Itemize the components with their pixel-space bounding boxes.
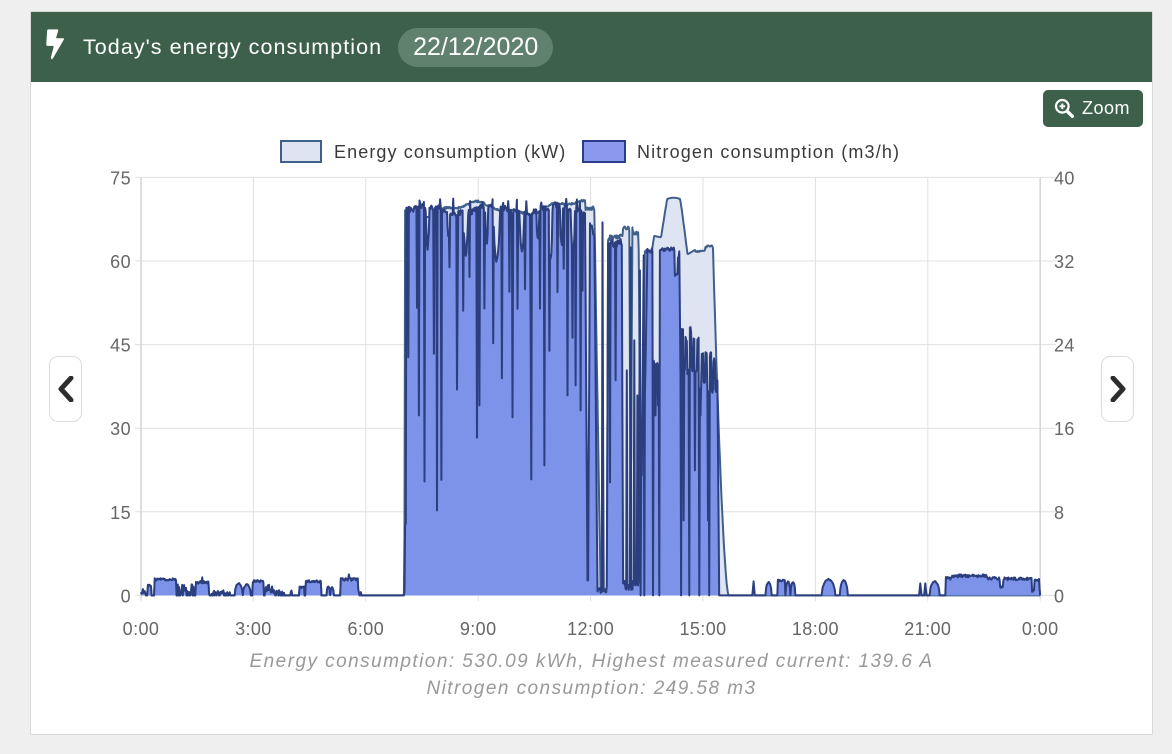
- svg-text:0:00: 0:00: [1022, 619, 1059, 639]
- svg-text:24: 24: [1054, 336, 1075, 356]
- svg-text:9:00: 9:00: [460, 619, 497, 639]
- svg-text:8: 8: [1054, 503, 1064, 523]
- svg-text:12:00: 12:00: [567, 619, 614, 639]
- svg-text:40: 40: [1054, 168, 1075, 188]
- svg-text:32: 32: [1054, 252, 1075, 272]
- svg-text:21:00: 21:00: [904, 619, 951, 639]
- svg-text:45: 45: [110, 336, 131, 356]
- svg-text:Energy consumption (kW): Energy consumption (kW): [334, 142, 566, 162]
- svg-text:60: 60: [110, 252, 131, 272]
- svg-text:0: 0: [1054, 586, 1064, 606]
- svg-text:16: 16: [1054, 419, 1075, 439]
- svg-text:30: 30: [110, 419, 131, 439]
- svg-text:0: 0: [121, 586, 131, 606]
- svg-text:3:00: 3:00: [235, 619, 272, 639]
- svg-text:15: 15: [110, 503, 131, 523]
- svg-text:0:00: 0:00: [123, 619, 160, 639]
- svg-text:15:00: 15:00: [679, 619, 726, 639]
- svg-text:18:00: 18:00: [792, 619, 839, 639]
- svg-text:75: 75: [110, 168, 131, 188]
- svg-text:6:00: 6:00: [347, 619, 384, 639]
- svg-text:Nitrogen consumption (m3/h): Nitrogen consumption (m3/h): [637, 142, 900, 162]
